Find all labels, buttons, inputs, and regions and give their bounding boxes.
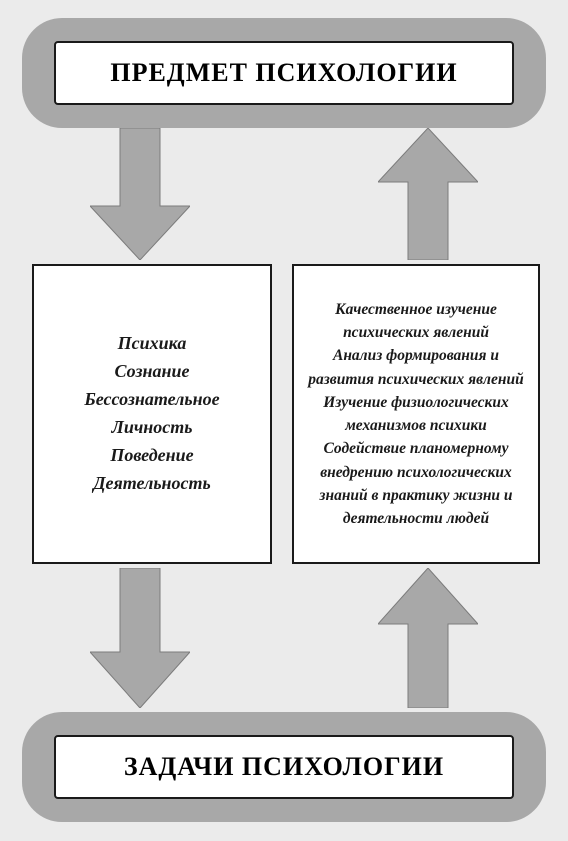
left-item: Деятельность — [46, 470, 258, 498]
bottom-pill: ЗАДАЧИ ПСИХОЛОГИИ — [22, 712, 546, 822]
left-item: Личность — [46, 414, 258, 442]
right-box: Качественное изучение психических явлени… — [292, 264, 540, 564]
bottom-pill-label-box: ЗАДАЧИ ПСИХОЛОГИИ — [54, 735, 514, 799]
right-item: Качественное изучение психических явлени… — [306, 298, 526, 345]
right-item: Содействие планомерному внедрению психол… — [306, 437, 526, 530]
left-box: Психика Сознание Бессознательное Личност… — [32, 264, 272, 564]
left-item: Бессознательное — [46, 386, 258, 414]
top-pill-text: ПРЕДМЕТ ПСИХОЛОГИИ — [110, 58, 457, 88]
bottom-pill-text: ЗАДАЧИ ПСИХОЛОГИИ — [124, 752, 444, 782]
arrow-bottom-right-up — [378, 568, 478, 708]
left-item: Сознание — [46, 358, 258, 386]
right-item: Изучение физиологических механизмов псих… — [306, 391, 526, 438]
arrow-bottom-left-down — [90, 568, 190, 708]
top-pill: ПРЕДМЕТ ПСИХОЛОГИИ — [22, 18, 546, 128]
right-item: Анализ формирования и развития психическ… — [306, 344, 526, 391]
arrow-top-right-up — [378, 128, 478, 260]
left-item: Психика — [46, 330, 258, 358]
diagram-canvas: ПРЕДМЕТ ПСИХОЛОГИИ Психика Сознание Бесс… — [0, 0, 568, 841]
left-item: Поведение — [46, 442, 258, 470]
arrow-top-left-down — [90, 128, 190, 260]
top-pill-label-box: ПРЕДМЕТ ПСИХОЛОГИИ — [54, 41, 514, 105]
